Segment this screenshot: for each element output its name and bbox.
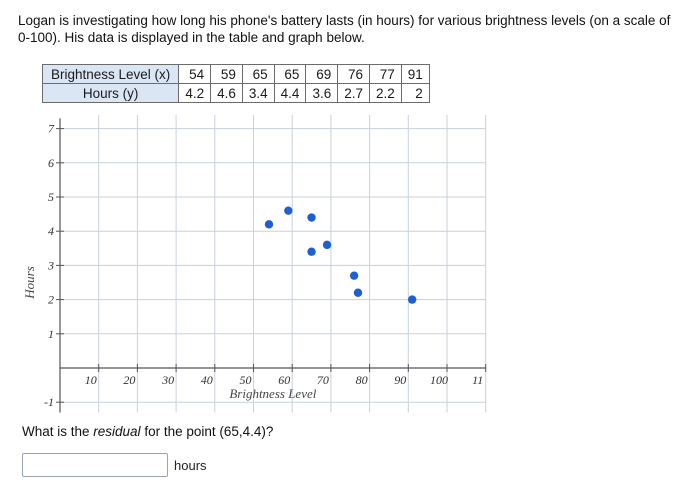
answer-unit: hours [174,457,207,473]
x-tick-label: 60 [278,373,290,387]
x-tick-label: 10 [85,373,97,387]
y-tick-label: 3 [47,258,54,272]
data-point [353,288,363,297]
x-header: Brightness Level (x) [41,64,180,84]
data-point [284,206,293,215]
data-point [322,240,332,250]
question-text: What is the residual for the point (65,4… [22,424,273,439]
y-cell: 3.6 [305,83,339,103]
y-tick-label: 2 [48,293,54,307]
x-cell: 54 [178,64,212,84]
answer-row: hours [22,451,207,479]
y-tick-label: 5 [48,190,54,204]
x-axis-label: Brightness Level [229,386,316,401]
x-tick-label: 30 [161,373,174,387]
x-tick-label: 70 [317,373,329,387]
y-tick-label: -1 [44,395,54,409]
y-tick-label: 6 [48,156,54,170]
x-cell: 76 [337,64,370,84]
x-tick-label: 20 [123,373,135,387]
x-cell: 59 [210,64,243,84]
question-after: for the point (65,4.4)? [140,424,274,439]
question-prompt: Logan is investigating how long his phon… [18,13,671,45]
question-emphasis: residual [93,424,141,439]
x-cell: 91 [400,64,430,84]
x-cell: 77 [369,64,402,84]
answer-input[interactable] [22,453,168,477]
axes [56,118,487,413]
y-cell: 2.2 [369,83,402,103]
x-tick-label: 11 [472,373,483,387]
question-before: What is the [22,424,94,439]
data-point [349,271,359,280]
data-point [307,247,316,256]
table-row-x: Brightness Level (x) 54 59 65 65 69 76 7… [41,64,430,84]
x-tick-label: 50 [240,373,252,387]
y-axis-label: Hours [22,266,37,300]
y-cell: 4.2 [178,83,212,103]
data-points [264,206,417,304]
data-point [407,295,417,304]
y-cell: 4.4 [273,83,307,103]
y-cell: 4.6 [210,83,243,103]
x-tick-label: 90 [394,373,406,387]
tick-labels: 10 20 30 40 50 60 70 80 90 100 11 7 6 5 4 3 2 1 -1 [44,122,483,410]
data-point [264,220,274,229]
data-table: Brightness Level (x) 54 59 65 65 69 76 7… [41,64,430,103]
y-cell: 3.4 [241,83,275,103]
x-cell: 69 [305,64,339,84]
x-tick-label: 80 [356,373,368,387]
y-header: Hours (y) [41,83,180,103]
y-tick-label: 1 [48,327,54,341]
scatter-plot-svg: 10 20 30 40 50 60 70 80 90 100 11 7 6 5 4 3 2 1 -1 Brightn… [22,114,487,413]
y-cell: 2 [400,83,430,103]
x-cell: 65 [241,64,275,84]
y-cell: 2.7 [337,83,370,103]
table-row-y: Hours (y) 4.2 4.6 3.4 4.4 3.6 2.7 2.2 2 [41,83,430,103]
y-tick-label: 4 [48,224,54,238]
x-tick-label: 40 [201,373,213,387]
y-tick-label: 7 [48,122,55,136]
scatter-graph: 10 20 30 40 50 60 70 80 90 100 11 7 6 5 4 3 2 1 -1 Brightn… [0,110,700,420]
data-point [307,213,316,222]
x-tick-label: 100 [430,373,448,387]
x-cell: 65 [273,64,307,84]
